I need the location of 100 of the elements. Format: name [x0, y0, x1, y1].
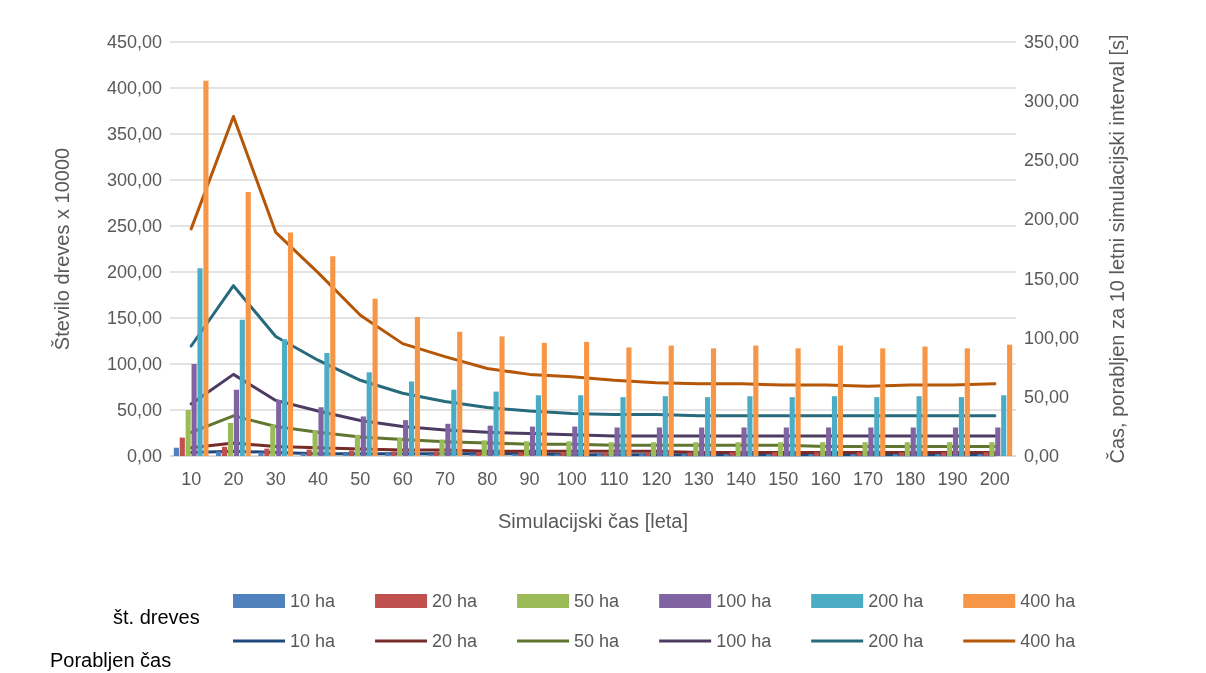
- bar: [312, 430, 318, 456]
- bar: [693, 442, 699, 456]
- bar: [173, 447, 179, 456]
- bar: [529, 426, 536, 456]
- y-tick-label: 250,00: [106, 216, 162, 236]
- text: Porabljen čas: [50, 649, 172, 671]
- bar: [403, 420, 409, 456]
- y-tick-label: 50,00: [116, 400, 162, 420]
- bar: [837, 345, 843, 456]
- y2-tick-label: 350,00: [1024, 32, 1080, 52]
- bar: [451, 389, 457, 456]
- bar: [916, 396, 922, 456]
- bar: [910, 427, 916, 456]
- bar: [385, 453, 391, 456]
- bar: [439, 439, 445, 456]
- bar: [699, 427, 705, 456]
- bar: [584, 341, 590, 456]
- legend-label: 50 ha: [574, 631, 621, 651]
- bar: [856, 452, 862, 456]
- y-tick-label: 150,00: [106, 308, 162, 328]
- legend-label: 400 ha: [1020, 591, 1077, 611]
- y2-tick-label: 0,00: [1024, 446, 1060, 466]
- bar: [789, 397, 795, 456]
- bar: [947, 442, 953, 456]
- bar: [620, 397, 626, 456]
- y-tick-label: 100,00: [106, 354, 162, 374]
- bar: [687, 452, 693, 456]
- bar: [366, 372, 372, 456]
- bar: [831, 396, 838, 456]
- bar: [771, 452, 778, 456]
- y2-tick-label: 250,00: [1024, 150, 1080, 171]
- x-tick-label: 150: [768, 469, 799, 489]
- x-tick-label: 160: [810, 469, 841, 489]
- text: št. dreves: [113, 606, 200, 628]
- x-tick-label: 40: [308, 469, 329, 489]
- bar: [270, 424, 276, 456]
- bar: [276, 399, 282, 456]
- bar: [227, 422, 234, 456]
- bar: [518, 452, 524, 456]
- legend-label: 10 ha: [290, 631, 337, 651]
- bar: [245, 191, 251, 456]
- x-tick-label: 70: [434, 469, 455, 489]
- bar: [729, 452, 735, 456]
- bar: [408, 381, 415, 456]
- bar: [1001, 395, 1007, 456]
- x-tick-label: 170: [852, 469, 883, 489]
- bar: [922, 346, 928, 456]
- bar: [300, 453, 306, 456]
- bar: [904, 442, 910, 456]
- bar: [343, 453, 349, 456]
- bar: [457, 331, 463, 456]
- bar: [191, 364, 197, 456]
- bar: [541, 342, 547, 456]
- bar: [348, 450, 355, 456]
- bar: [741, 427, 747, 456]
- y2-tick-label: 100,00: [1024, 327, 1080, 348]
- bar: [499, 336, 505, 456]
- x-tick-label: 140: [726, 469, 757, 489]
- bar: [656, 427, 662, 456]
- bar: [258, 452, 264, 456]
- y-tick-label: 350,00: [106, 124, 162, 144]
- y-tick-label: 450,00: [106, 32, 162, 52]
- bar: [874, 397, 880, 456]
- bar: [777, 442, 783, 456]
- x-tick-label: 100: [556, 469, 587, 489]
- legend-label: 100 ha: [716, 631, 773, 651]
- y-tick-label: 400,00: [106, 78, 162, 98]
- x-tick-label: 50: [350, 469, 371, 489]
- y-axis-title: Število dreves x 10000: [51, 147, 73, 351]
- bar: [433, 451, 439, 456]
- x-tick-label: 190: [937, 469, 968, 489]
- y2-tick-label: 50,00: [1024, 386, 1070, 407]
- bar: [222, 446, 228, 456]
- bar: [662, 396, 668, 456]
- legend-label: 10 ha: [290, 591, 337, 611]
- bar: [820, 442, 826, 456]
- bar: [566, 441, 572, 456]
- bar: [475, 452, 481, 456]
- bar: [324, 352, 330, 456]
- legend-label: 50 ha: [574, 591, 621, 611]
- bar: [614, 427, 620, 456]
- bar: [306, 449, 312, 456]
- bar: [179, 437, 185, 456]
- bar: [535, 395, 541, 456]
- bar: [578, 395, 584, 456]
- bar: [795, 348, 801, 456]
- bar: [964, 348, 970, 456]
- x-axis-title: Simulacijski čas [leta]: [497, 510, 689, 532]
- bar: [668, 345, 674, 456]
- x-tick-label: 80: [477, 469, 498, 489]
- bar: [608, 442, 614, 456]
- x-tick-label: 110: [599, 469, 629, 489]
- bar: [216, 451, 222, 456]
- bar: [330, 256, 336, 456]
- bar: [397, 437, 403, 456]
- bar: [735, 442, 741, 456]
- y-tick-label: 0,00: [126, 446, 162, 466]
- legend-label: 400 ha: [1020, 631, 1077, 651]
- bar: [481, 440, 487, 456]
- bar: [493, 391, 499, 456]
